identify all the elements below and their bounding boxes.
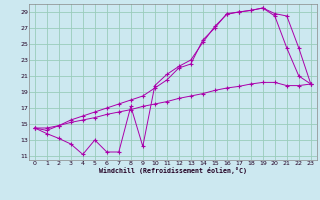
X-axis label: Windchill (Refroidissement éolien,°C): Windchill (Refroidissement éolien,°C)	[99, 167, 247, 174]
